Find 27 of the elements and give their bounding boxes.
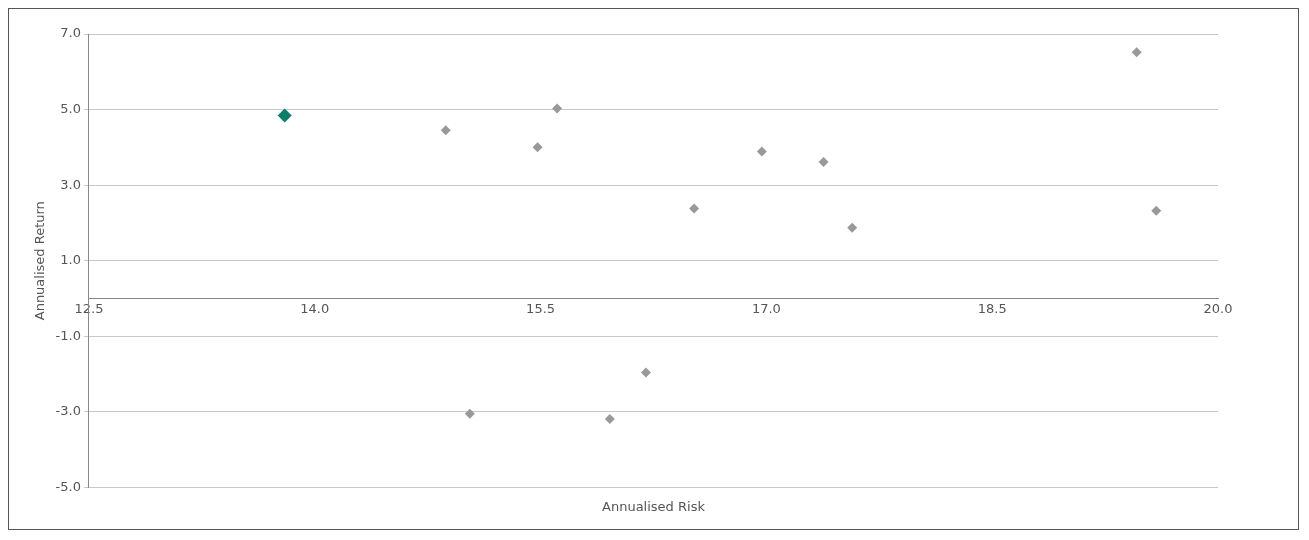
point [689,203,700,214]
point [818,157,829,168]
point [756,146,767,157]
x-tick-label: 14.0 [300,300,330,316]
x-axis-title: Annualised Risk [602,498,706,514]
point [277,108,292,123]
y-tick-label: -5.0 [55,478,81,494]
point [464,408,475,419]
y-tick-label: 7.0 [60,25,81,41]
y-tick-label: -1.0 [55,327,81,343]
x-tick-label: 17.0 [751,300,781,316]
y-tick-label: 3.0 [60,176,81,192]
y-axis-title: Annualised Return [32,201,48,321]
point [1151,205,1162,216]
x-tick-label: 20.0 [1203,300,1233,316]
point [640,367,651,378]
y-tick-label: 1.0 [60,252,81,268]
y-tick-label: 5.0 [60,100,81,116]
x-tick-label: 15.5 [526,300,556,316]
point [532,142,543,153]
x-tick-label: 18.5 [977,300,1007,316]
point [604,414,615,425]
point [440,125,451,136]
point [847,222,858,233]
point [552,103,563,114]
point [1131,47,1142,58]
y-tick-label: -3.0 [55,403,81,419]
